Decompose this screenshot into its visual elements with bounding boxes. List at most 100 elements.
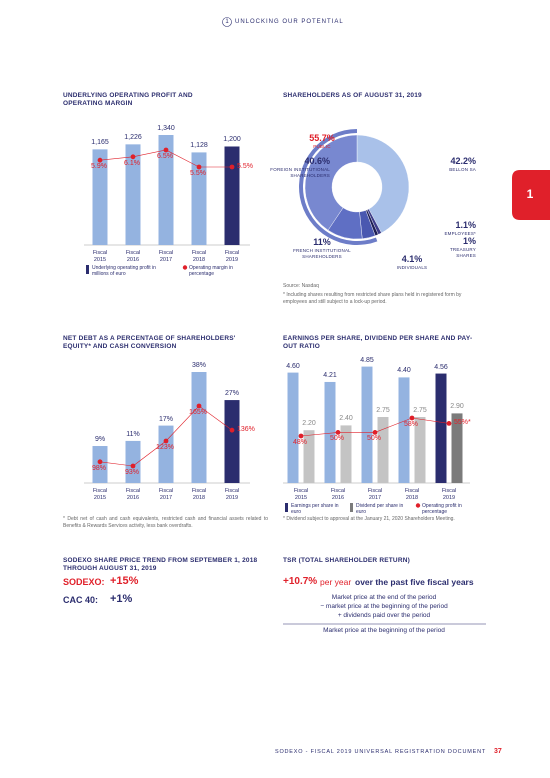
cac-value: +1% xyxy=(110,593,133,605)
line-point xyxy=(229,427,235,433)
legend-label: Operating margin in percentage xyxy=(189,265,233,278)
bar xyxy=(125,144,141,245)
line-label: 165% xyxy=(189,409,207,416)
bar-label: 4.40 xyxy=(397,367,411,375)
formula-line: Market price at the end of the period xyxy=(331,594,437,601)
tsr-value: +10.7% xyxy=(283,576,318,587)
bar-label: 11% xyxy=(126,430,140,438)
line-point xyxy=(372,430,378,435)
chart-title: EARNINGS PER SHARE, DIVIDEND PER SHARE A… xyxy=(283,335,473,351)
legend-swatch xyxy=(182,265,188,270)
footnote: * Dividend subject to approval at the Ja… xyxy=(283,516,455,522)
x-tick-label: Fiscal 2015 xyxy=(92,250,108,263)
legend-swatch xyxy=(86,265,89,274)
header-title: UNLOCKING OUR POTENTIAL xyxy=(235,18,344,25)
x-tick-label: Fiscal 2019 xyxy=(441,488,457,501)
bar xyxy=(224,146,240,245)
legend-swatch xyxy=(285,503,288,512)
slice-value: 1% xyxy=(462,236,476,246)
slice-name: BELLON SA xyxy=(449,167,476,172)
bar-label: 1,128 xyxy=(190,142,208,150)
legend-swatch xyxy=(415,503,421,508)
slice-value: 1.1% xyxy=(455,220,476,230)
bar-label: 1,226 xyxy=(124,134,142,142)
chart-title: NET DEBT AS A PERCENTAGE OF SHAREHOLDERS… xyxy=(63,335,236,351)
bar xyxy=(451,413,463,483)
x-tick-label: Fiscal 2017 xyxy=(158,250,174,263)
line-point xyxy=(409,415,415,421)
line-label: 6.5% xyxy=(157,153,173,160)
legend-label: Underlying operating profit in millions … xyxy=(92,265,156,278)
line-point xyxy=(130,154,136,160)
slice-name: INDIVIDUALS xyxy=(396,265,428,270)
line-label: 5.9% xyxy=(91,163,107,171)
slice-value: 4.1% xyxy=(401,254,423,264)
chart-title: UNDERLYING OPERATING PROFIT AND OPERATIN… xyxy=(63,92,193,108)
line-label: 48% xyxy=(292,439,308,446)
bar-label: 2.75 xyxy=(376,407,390,414)
bar xyxy=(92,446,108,483)
line-label: 58% xyxy=(403,421,419,428)
line-point xyxy=(130,463,136,469)
source: Source: Nasdaq xyxy=(283,283,319,289)
legend-label: Operating profit in percentage xyxy=(422,503,462,516)
line-point xyxy=(97,459,103,465)
line-point xyxy=(229,164,235,170)
line-label: 5.5% xyxy=(190,170,206,177)
bar-label: 1,200 xyxy=(223,136,241,144)
bar xyxy=(361,366,373,483)
header-badge xyxy=(222,17,232,27)
line-point xyxy=(163,147,169,153)
donut-slice xyxy=(356,134,410,234)
line-point xyxy=(446,421,452,426)
bar xyxy=(377,417,389,483)
slice-name: TREASURY SHARES xyxy=(449,247,476,258)
line-label: 5.5% xyxy=(237,162,253,170)
formula-denominator: Market price at the beginning of the per… xyxy=(323,627,445,634)
chart-title: SHAREHOLDERS AS OF AUGUST 31, 2019 xyxy=(283,92,422,99)
sodexo-value: +15% xyxy=(110,575,139,587)
page-number: 37 xyxy=(494,748,502,755)
cac-label: CAC 40: xyxy=(63,595,99,605)
bar xyxy=(340,425,352,483)
bar xyxy=(224,400,240,483)
bar-label: 2.90 xyxy=(450,403,464,411)
public-label: PUBLIC xyxy=(313,144,331,149)
bar-label: 1,165 xyxy=(91,139,109,147)
bar xyxy=(414,417,426,483)
bar-label: 17% xyxy=(158,415,174,423)
bar xyxy=(191,372,207,483)
slice-value: 40.6% xyxy=(304,156,330,166)
sodexo-label: SODEXO: xyxy=(63,577,105,587)
x-tick-label: Fiscal 2017 xyxy=(158,488,174,501)
bar xyxy=(191,152,207,245)
line-label: 123% xyxy=(156,444,174,451)
side-tab-number: 1 xyxy=(526,187,534,201)
bar xyxy=(324,381,336,483)
bar xyxy=(92,149,108,245)
x-tick-label: Fiscal 2017 xyxy=(367,488,383,501)
bar xyxy=(435,373,447,483)
formula-line: + dividends paid over the period xyxy=(337,612,431,619)
bar xyxy=(158,135,174,245)
x-tick-label: Fiscal 2019 xyxy=(224,250,240,263)
x-tick-label: Fiscal 2019 xyxy=(224,488,240,501)
footer-text: SODEXO - FISCAL 2019 UNIVERSAL REGISTRAT… xyxy=(274,749,486,755)
bar-label: 27% xyxy=(224,390,240,398)
bar xyxy=(287,372,299,483)
section-title: TSR (TOTAL SHAREHOLDER RETURN) xyxy=(283,557,410,564)
x-tick-label: Fiscal 2018 xyxy=(191,250,207,263)
bar-label: 4.21 xyxy=(323,371,337,379)
tsr-per-year: per year xyxy=(320,577,352,587)
bar-label: 4.85 xyxy=(360,356,374,364)
public-value: 55.7% xyxy=(309,133,335,143)
footnote: * Including shares resulting from restri… xyxy=(283,292,462,305)
slice-value: 42.2% xyxy=(450,156,476,166)
line-label: 50% xyxy=(366,435,382,443)
line-point xyxy=(196,164,202,170)
line-point xyxy=(163,438,169,444)
x-tick-label: Fiscal 2016 xyxy=(330,488,346,501)
slice-name: FOREIGN INSTITUTIONAL SHAREHOLDERS xyxy=(270,167,330,178)
